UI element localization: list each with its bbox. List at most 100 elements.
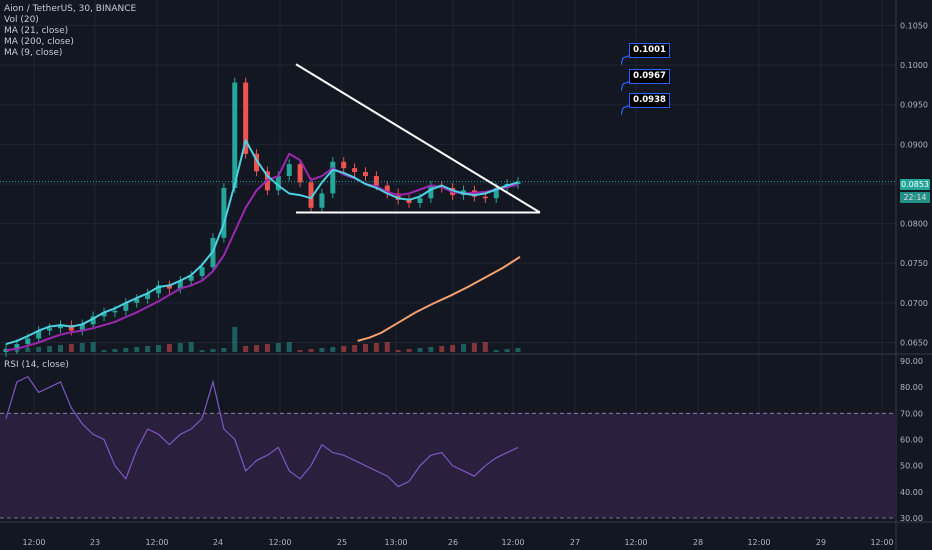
time-tick-label: 12:00: [501, 538, 524, 547]
volume-bar: [341, 346, 347, 352]
ma21-line: [5, 152, 519, 352]
price-tick-label: 0.1000: [900, 61, 928, 70]
time-tick-label: 12:00: [747, 538, 770, 547]
rsi-indicator-label[interactable]: RSI (14, close): [4, 360, 69, 370]
rsi-band: [0, 413, 896, 518]
ma9-indicator-label[interactable]: MA (9, close): [4, 48, 63, 58]
time-tick-label: 25: [337, 538, 347, 547]
volume-bar: [482, 342, 488, 352]
volume-bar: [221, 348, 227, 352]
candle-body: [36, 330, 42, 339]
price-tick-label: 0.1050: [900, 21, 928, 30]
price-tick-label: 0.0800: [900, 220, 928, 229]
candle-body: [362, 172, 368, 177]
volume-bar: [134, 347, 140, 352]
volume-bar: [319, 348, 325, 352]
candle-body: [57, 325, 63, 329]
candle-body: [482, 196, 488, 199]
candle-body: [134, 298, 140, 303]
volume-bar: [352, 345, 358, 352]
candle-body: [177, 280, 183, 289]
volume-bar: [254, 345, 260, 352]
volume-bar: [264, 344, 270, 352]
volume-bar: [3, 350, 9, 352]
volume-bar: [14, 349, 20, 352]
candle-body: [384, 185, 390, 194]
time-tick-label: 13:00: [384, 538, 407, 547]
rsi-tick-label: 80.00: [900, 383, 923, 392]
ma21-indicator-label[interactable]: MA (21, close): [4, 26, 69, 36]
rsi-tick-label: 70.00: [900, 409, 923, 418]
volume-bar: [57, 345, 63, 352]
volume-bar: [232, 327, 238, 352]
candle-body: [373, 176, 379, 186]
time-tick-label: 24: [213, 538, 223, 547]
candle-body: [330, 161, 336, 194]
rsi-tick-label: 30.00: [900, 514, 923, 523]
note-pointer-icon: [621, 105, 631, 115]
symbol-title[interactable]: Aion / TetherUS, 30, BINANCE: [4, 4, 137, 14]
time-tick-label: 12:00: [22, 538, 45, 547]
candle-body: [243, 82, 249, 154]
candle-body: [308, 182, 314, 208]
candle-body: [395, 193, 401, 200]
price-note-2[interactable]: 0.0967: [629, 69, 670, 84]
candle-body: [286, 164, 292, 177]
volume-bar: [471, 343, 477, 352]
volume-bar: [36, 347, 42, 352]
candle-body: [166, 285, 172, 289]
rsi-tick-label: 50.00: [900, 462, 923, 471]
volume-bar: [188, 342, 194, 352]
price-note-1[interactable]: 0.1001: [629, 43, 670, 58]
ma9-line: [5, 139, 519, 346]
rsi-tick-label: 90.00: [900, 357, 923, 366]
volume-bar: [199, 350, 205, 352]
volume-bar: [330, 347, 336, 352]
rsi-line: [5, 375, 519, 488]
volume-bar: [166, 344, 172, 352]
volume-bar: [493, 350, 499, 352]
candle-body: [123, 302, 129, 311]
candle-body: [417, 198, 423, 203]
volume-bar: [156, 345, 162, 352]
candle-body: [297, 164, 303, 183]
candle-body: [232, 82, 238, 188]
time-tick-label: 29: [816, 538, 826, 547]
candle-body: [112, 310, 118, 313]
volume-bar: [210, 349, 216, 352]
volume-bar: [297, 350, 303, 352]
candle-body: [493, 187, 499, 199]
volume-bar: [362, 344, 368, 352]
rsi-tick-label: 40.00: [900, 488, 923, 497]
volume-bar: [286, 342, 292, 352]
volume-indicator-label[interactable]: Vol (20): [4, 15, 39, 25]
price-tick-label: 0.0750: [900, 259, 928, 268]
volume-bar: [112, 349, 118, 352]
volume-bar: [461, 344, 467, 352]
time-tick-label: 28: [693, 538, 703, 547]
price-note-3[interactable]: 0.0938: [629, 93, 670, 108]
volume-bar: [68, 344, 74, 352]
note-pointer-icon: [621, 81, 631, 91]
ma200-line: [357, 256, 521, 342]
candle-body: [406, 199, 412, 203]
volume-bar: [406, 349, 412, 352]
candle-body: [156, 285, 162, 294]
volume-bar: [25, 348, 31, 352]
volume-bar: [373, 343, 379, 352]
volume-bar: [450, 345, 456, 352]
ma200-indicator-label[interactable]: MA (200, close): [4, 37, 74, 47]
candle-body: [319, 193, 325, 208]
candle-body: [428, 185, 434, 199]
volume-bar: [417, 348, 423, 352]
volume-bar: [79, 343, 85, 352]
time-tick-label: 12:00: [268, 538, 291, 547]
candle-body: [199, 267, 205, 276]
candle-body: [68, 325, 74, 331]
candle-body: [25, 338, 31, 345]
trendline: [295, 63, 541, 214]
volume-bar: [177, 343, 183, 352]
volume-bar: [384, 342, 390, 352]
